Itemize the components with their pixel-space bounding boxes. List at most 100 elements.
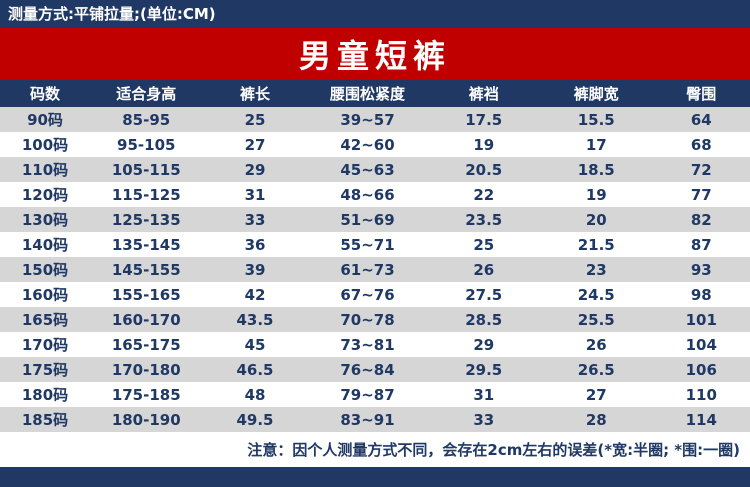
table-cell: 43.5 xyxy=(236,310,274,329)
table-row: 120码 115-125 31 48~66 22 19 77 xyxy=(0,182,750,207)
table-cell: 51~69 xyxy=(340,210,395,229)
table-cell: 77 xyxy=(690,185,712,204)
table-cell: 61~73 xyxy=(340,260,395,279)
measure-method-text: 测量方式:平铺拉量;(单位:CM) xyxy=(8,5,216,23)
column-header: 腰围松紧度 xyxy=(307,80,428,107)
table-cell: 25 xyxy=(473,235,495,254)
table-cell: 105-115 xyxy=(111,160,181,179)
table-row: 110码 105-115 29 45~63 20.5 18.5 72 xyxy=(0,157,750,182)
footer-note-text: 注意：因个人测量方式不同，会存在2cm左右的误差(*宽:半圈; *围:一圈) xyxy=(247,441,740,459)
bottom-bar xyxy=(0,467,750,487)
table-row: 160码 155-165 42 67~76 27.5 24.5 98 xyxy=(0,282,750,307)
table-cell: 19 xyxy=(473,135,495,154)
column-header: 臀围 xyxy=(652,80,750,107)
table-cell: 73~81 xyxy=(340,335,395,354)
table-cell: 165-175 xyxy=(111,335,181,354)
table-cell: 110码 xyxy=(21,161,69,179)
table-cell: 39 xyxy=(244,260,266,279)
table-cell: 26.5 xyxy=(577,360,615,379)
table-cell: 106 xyxy=(685,360,717,379)
table-header-row: 码数 适合身高 裤长 腰围松紧度 裤裆 裤脚宽 臀围 xyxy=(0,80,750,107)
table-cell: 49.5 xyxy=(236,410,274,429)
table-cell: 70~78 xyxy=(340,310,395,329)
table-cell: 82 xyxy=(690,210,712,229)
table-cell: 95-105 xyxy=(117,135,176,154)
footer-note: 注意：因个人测量方式不同，会存在2cm左右的误差(*宽:半圈; *围:一圈) xyxy=(0,432,750,467)
column-header: 适合身高 xyxy=(90,80,203,107)
table-cell: 145-155 xyxy=(111,260,181,279)
table-cell: 27 xyxy=(244,135,266,154)
table-cell: 67~76 xyxy=(340,285,395,304)
table-cell: 20 xyxy=(585,210,607,229)
table-cell: 23 xyxy=(585,260,607,279)
table-cell: 150码 xyxy=(21,261,69,279)
table-cell: 135-145 xyxy=(111,235,181,254)
table-cell: 160-170 xyxy=(111,310,181,329)
table-cell: 170码 xyxy=(21,336,69,354)
table-cell: 115-125 xyxy=(111,185,181,204)
table-cell: 28.5 xyxy=(465,310,503,329)
table-cell: 100码 xyxy=(21,136,69,154)
table-cell: 21.5 xyxy=(577,235,615,254)
table-cell: 170-180 xyxy=(111,360,181,379)
column-header: 裤脚宽 xyxy=(540,80,653,107)
table-body: 90码 85-95 25 39~57 17.5 15.5 64 100码 95-105 27 42~… xyxy=(0,107,750,432)
table-cell: 160码 xyxy=(21,286,69,304)
table-cell: 27.5 xyxy=(465,285,503,304)
column-header: 裤长 xyxy=(202,80,308,107)
table-cell: 155-165 xyxy=(111,285,181,304)
table-cell: 93 xyxy=(690,260,712,279)
table-cell: 68 xyxy=(690,135,712,154)
table-cell: 23.5 xyxy=(465,210,503,229)
table-cell: 48 xyxy=(244,385,266,404)
table-cell: 180-190 xyxy=(111,410,181,429)
measure-method-bar: 测量方式:平铺拉量;(单位:CM) xyxy=(0,0,750,28)
table-cell: 26 xyxy=(473,260,495,279)
table-cell: 39~57 xyxy=(340,110,395,129)
table-cell: 87 xyxy=(690,235,712,254)
table-cell: 25 xyxy=(244,110,266,129)
table-cell: 33 xyxy=(244,210,266,229)
table-cell: 46.5 xyxy=(236,360,274,379)
table-cell: 29.5 xyxy=(465,360,503,379)
table-row: 90码 85-95 25 39~57 17.5 15.5 64 xyxy=(0,107,750,132)
table-cell: 175码 xyxy=(21,361,69,379)
table-cell: 175-185 xyxy=(111,385,181,404)
table-cell: 22 xyxy=(473,185,495,204)
table-row: 130码 125-135 33 51~69 23.5 20 82 xyxy=(0,207,750,232)
table-cell: 45 xyxy=(244,335,266,354)
table-cell: 98 xyxy=(690,285,712,304)
table-cell: 29 xyxy=(473,335,495,354)
table-cell: 104 xyxy=(685,335,717,354)
table-cell: 25.5 xyxy=(577,310,615,329)
table-cell: 20.5 xyxy=(465,160,503,179)
table-cell: 85-95 xyxy=(122,110,171,129)
table-cell: 55~71 xyxy=(340,235,395,254)
table-cell: 180码 xyxy=(21,386,69,404)
table-cell: 28 xyxy=(585,410,607,429)
table-row: 185码 180-190 49.5 83~91 33 28 114 xyxy=(0,407,750,432)
table-cell: 90码 xyxy=(27,111,63,129)
table-cell: 110 xyxy=(685,385,717,404)
table-cell: 76~84 xyxy=(340,360,395,379)
table-cell: 64 xyxy=(690,110,712,129)
table-cell: 83~91 xyxy=(340,410,395,429)
table-cell: 29 xyxy=(244,160,266,179)
table-cell: 185码 xyxy=(21,411,69,429)
table-cell: 42 xyxy=(244,285,266,304)
table-cell: 125-135 xyxy=(111,210,181,229)
table-cell: 17 xyxy=(585,135,607,154)
table-cell: 42~60 xyxy=(340,135,395,154)
table-cell: 165码 xyxy=(21,311,69,329)
table-cell: 130码 xyxy=(21,211,69,229)
table-cell: 17.5 xyxy=(465,110,503,129)
table-cell: 26 xyxy=(585,335,607,354)
table-cell: 18.5 xyxy=(577,160,615,179)
title-banner: 男童短裤 xyxy=(0,28,750,80)
table-cell: 24.5 xyxy=(577,285,615,304)
table-cell: 19 xyxy=(585,185,607,204)
column-header: 码数 xyxy=(0,80,90,107)
table-cell: 45~63 xyxy=(340,160,395,179)
table-cell: 33 xyxy=(473,410,495,429)
table-cell: 15.5 xyxy=(577,110,615,129)
